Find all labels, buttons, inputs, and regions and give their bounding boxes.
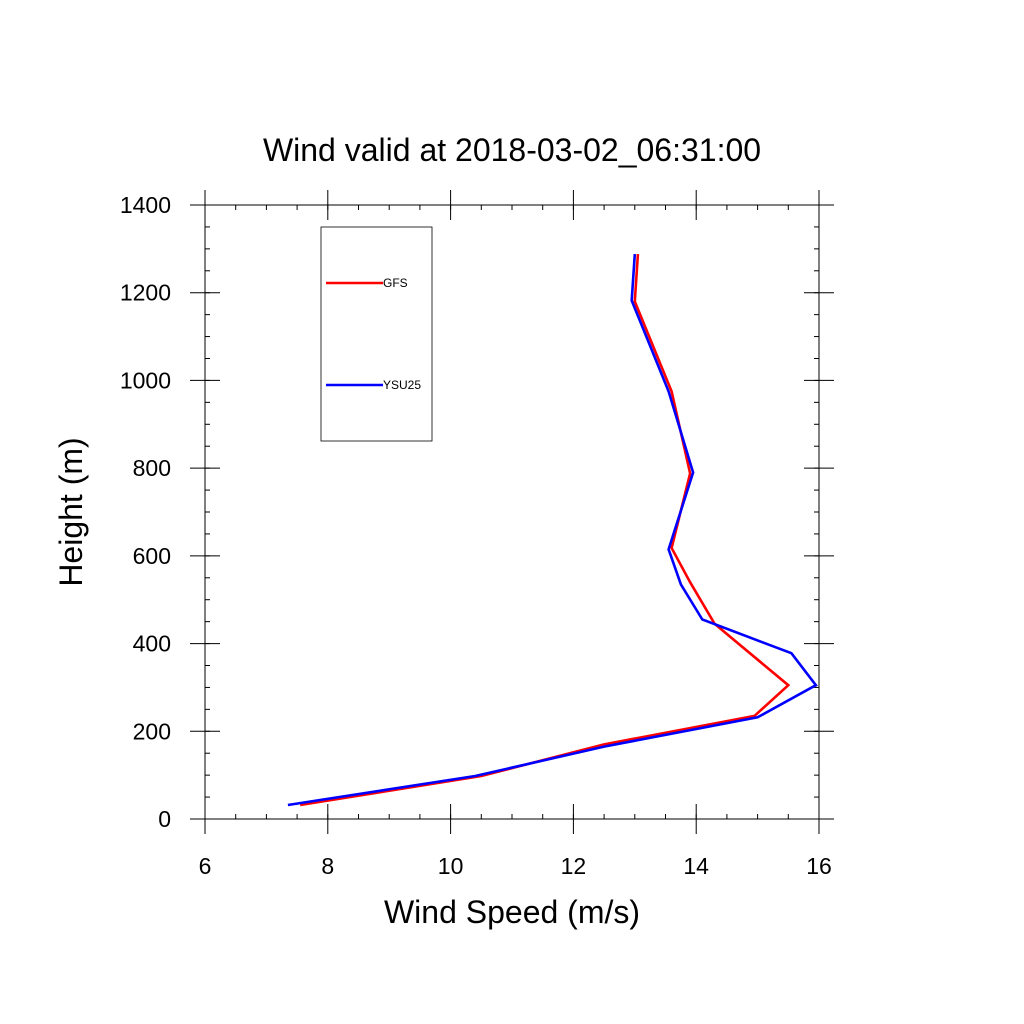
x-tick-label: 12 xyxy=(561,853,587,879)
legend: GFS YSU25 xyxy=(320,226,433,442)
series-lines xyxy=(287,254,818,807)
y-tick-label: 400 xyxy=(133,631,171,657)
x-tick-labels: 6 8 10 12 14 16 xyxy=(199,853,832,879)
y-tick-labels: 0 200 400 600 800 1000 1200 1400 xyxy=(120,192,171,832)
y-tick-label: 1000 xyxy=(120,367,171,393)
y-tick-label: 600 xyxy=(133,543,171,569)
legend-label-ysu25: YSU25 xyxy=(383,378,421,392)
x-axis-title: Wind Speed (m/s) xyxy=(384,894,640,930)
y-tick-label: 1400 xyxy=(120,192,171,218)
series-line-ysu25 xyxy=(287,254,818,807)
series-line-gfs xyxy=(299,254,791,807)
chart-title: Wind valid at 2018-03-02_06:31:00 xyxy=(263,132,761,168)
y-tick-label: 1200 xyxy=(120,280,171,306)
x-tick-label: 16 xyxy=(806,853,832,879)
x-tick-label: 6 xyxy=(199,853,212,879)
y-tick-label: 0 xyxy=(158,806,171,832)
y-axis-title: Height (m) xyxy=(53,437,89,586)
y-tick-label: 200 xyxy=(133,718,171,744)
legend-label-gfs: GFS xyxy=(383,276,408,290)
axis-ticks xyxy=(190,190,834,834)
x-tick-label: 8 xyxy=(321,853,334,879)
plot-frame xyxy=(204,204,820,820)
x-tick-label: 10 xyxy=(438,853,464,879)
y-tick-label: 800 xyxy=(133,455,171,481)
x-tick-label: 14 xyxy=(683,853,709,879)
legend-box xyxy=(320,226,433,442)
